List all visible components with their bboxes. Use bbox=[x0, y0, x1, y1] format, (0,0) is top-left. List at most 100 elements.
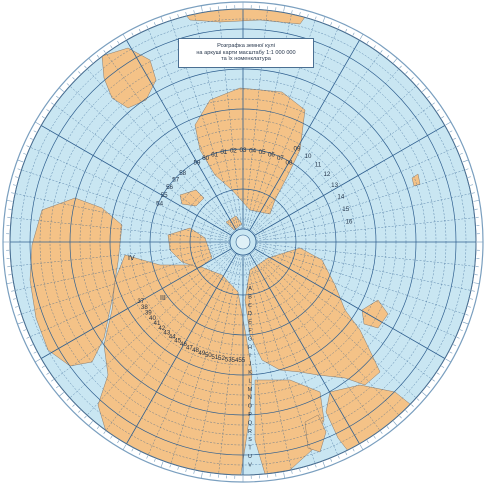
column-label-upper-left: 57 bbox=[172, 176, 179, 183]
meridian-line bbox=[254, 147, 456, 237]
rim-tick bbox=[17, 159, 24, 163]
rim-tick bbox=[138, 28, 141, 32]
rim-tick bbox=[6, 200, 13, 202]
graticule bbox=[10, 9, 476, 475]
meridian-line bbox=[245, 254, 292, 470]
meridian-line bbox=[255, 245, 465, 315]
meridian-line bbox=[105, 252, 236, 431]
column-label-upper-left: 55 bbox=[161, 192, 168, 199]
row-letter-label: O bbox=[248, 404, 252, 410]
meridian-line bbox=[252, 250, 417, 399]
rim-tick bbox=[201, 472, 203, 479]
row-letter-label: R bbox=[248, 429, 252, 435]
rim-tick bbox=[153, 458, 156, 462]
rim-tick bbox=[51, 379, 54, 382]
map-title-line-1: Розграфка земної кулі bbox=[217, 43, 275, 50]
row-letter-label: H bbox=[248, 345, 252, 351]
column-label-top: 59 bbox=[194, 160, 201, 167]
meridian-line bbox=[21, 169, 231, 239]
column-label-right: 12 bbox=[323, 171, 330, 178]
rim-tick bbox=[122, 34, 127, 40]
row-letter-label: A bbox=[248, 286, 252, 292]
meridian-line bbox=[69, 250, 234, 399]
meridian-line bbox=[69, 85, 234, 234]
column-label-top: 61 bbox=[211, 152, 218, 159]
map-title-line-2: на аркуші карти масштабу 1:1 000 000 bbox=[196, 49, 296, 56]
column-label-bottom: 43 bbox=[163, 329, 170, 336]
rim-tick bbox=[103, 50, 106, 53]
rim-tick bbox=[193, 470, 195, 474]
rim-tick bbox=[56, 385, 59, 389]
row-letter-label: G bbox=[248, 336, 252, 342]
rim-tick bbox=[6, 282, 13, 284]
rim-tick bbox=[185, 468, 187, 473]
rim-tick bbox=[58, 87, 64, 92]
rim-tick bbox=[436, 109, 440, 112]
rim-tick bbox=[29, 137, 33, 140]
rim-tick bbox=[201, 5, 203, 12]
rim-tick bbox=[345, 452, 348, 456]
rim-tick bbox=[15, 306, 19, 308]
meridian-line bbox=[254, 248, 445, 359]
rim-tick bbox=[291, 10, 293, 14]
meridian-line bbox=[251, 251, 400, 416]
zone-numeral: III bbox=[160, 295, 166, 302]
row-letter-label: F bbox=[248, 328, 252, 334]
rim-tick bbox=[23, 329, 27, 332]
meridian-line bbox=[126, 253, 237, 444]
meridian-line bbox=[246, 254, 316, 464]
rim-tick bbox=[33, 130, 37, 133]
rim-tick bbox=[345, 28, 348, 32]
column-label-top: 03 bbox=[240, 147, 247, 154]
meridian-line bbox=[249, 40, 360, 231]
rim-tick bbox=[411, 77, 414, 80]
column-label-top: 02 bbox=[230, 148, 237, 155]
rim-tick bbox=[26, 145, 30, 148]
meridian-line bbox=[244, 254, 268, 474]
rim-tick bbox=[15, 176, 19, 178]
rim-tick bbox=[469, 298, 474, 300]
rim-tick bbox=[411, 404, 414, 407]
meridian-line bbox=[248, 29, 338, 231]
meridian-line bbox=[54, 104, 233, 235]
rim-tick bbox=[56, 95, 59, 99]
rim-tick bbox=[352, 32, 355, 36]
rim-tick bbox=[131, 448, 134, 452]
rim-tick bbox=[467, 306, 471, 308]
column-label-bottom: 50 bbox=[205, 352, 212, 359]
meridian-line bbox=[255, 244, 471, 291]
row-letter-label: B bbox=[248, 294, 252, 300]
meridian-line bbox=[250, 252, 381, 431]
meridian-line bbox=[11, 217, 231, 241]
meridian-line bbox=[30, 247, 232, 337]
column-label-right: 16 bbox=[346, 219, 353, 226]
zone-numeral: IV bbox=[128, 255, 135, 262]
rim-tick bbox=[432, 379, 435, 382]
rim-tick bbox=[456, 336, 460, 339]
row-letter-label: V bbox=[248, 462, 252, 468]
row-letter-label: E bbox=[248, 320, 252, 326]
column-label-bottom: 55 bbox=[238, 357, 245, 364]
rim-tick bbox=[337, 455, 340, 459]
column-label-upper-left: 56 bbox=[166, 184, 173, 191]
rim-tick bbox=[399, 65, 402, 69]
rim-tick bbox=[160, 461, 164, 468]
column-label-top: 60 bbox=[202, 155, 209, 162]
rim-tick bbox=[453, 344, 457, 347]
meridian-line bbox=[126, 40, 237, 231]
rim-tick bbox=[373, 435, 376, 439]
meridian-line bbox=[252, 85, 417, 234]
rim-tick bbox=[422, 392, 428, 397]
rim-tick bbox=[399, 415, 402, 419]
column-label-bottom: 45 bbox=[174, 337, 181, 344]
rim-tick bbox=[337, 25, 340, 29]
meridian-line bbox=[250, 53, 381, 232]
rim-tick bbox=[58, 392, 64, 397]
map-title-box: Розграфка земної кулі на аркуші карти ма… bbox=[178, 38, 314, 68]
rim-tick bbox=[462, 321, 469, 325]
rim-tick bbox=[386, 426, 390, 429]
rim-tick bbox=[467, 176, 471, 178]
rim-tick bbox=[380, 50, 383, 53]
meridian-line bbox=[148, 253, 238, 455]
rim-tick bbox=[322, 16, 326, 23]
